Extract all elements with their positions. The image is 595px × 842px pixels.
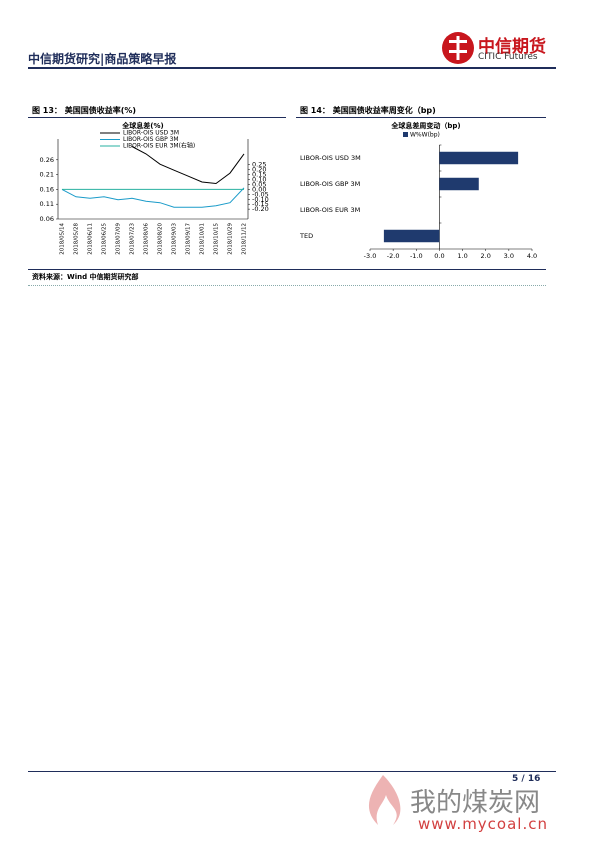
source-rule <box>28 269 546 270</box>
x-tick-label: 2.0 <box>481 252 491 260</box>
y-tick-label: TED <box>299 232 313 240</box>
source-note: 资料来源：Wind 中信期货研究部 <box>32 273 139 281</box>
y2-tick-label: 0.00 <box>252 185 266 193</box>
series-line <box>131 146 245 185</box>
x-tick-label: 2018/07/23 <box>130 223 136 255</box>
y-tick-label: 0.16 <box>40 185 54 193</box>
logo-icon <box>442 32 474 64</box>
footer-rule <box>28 771 556 772</box>
x-tick-label: 0.0 <box>434 252 444 260</box>
x-tick-label: 2018/09/17 <box>186 223 192 255</box>
chart: 全球息差周变动（bp) W%W(bp) -3.0 -2.0 -1.0 0.0 1.0 2.0 3… <box>299 121 537 260</box>
y-tick-label: 0.11 <box>40 200 54 208</box>
logo-text: 中信期货 <box>478 37 546 57</box>
page-number: 5 / 16 <box>512 774 541 784</box>
x-tick-label: 2018/10/15 <box>214 223 220 255</box>
legend-label: LIBOR-OIS USD 3M <box>123 130 179 137</box>
y-tick-label: 0.26 <box>40 156 54 164</box>
x-tick-label: 3.0 <box>504 252 514 260</box>
y2-tick-label: -0.05 <box>252 190 269 198</box>
y-tick-label: 0.06 <box>40 215 54 223</box>
chart-title: 全球息差(%) <box>121 121 163 130</box>
x-tick-label: 2018/06/11 <box>88 223 94 255</box>
caption-rule <box>296 117 546 118</box>
y2-tick-label: -0.20 <box>252 205 269 213</box>
header-title: 中信期货研究|商品策略早报 <box>28 52 177 66</box>
y2-tick-label: 0.15 <box>252 171 266 179</box>
watermark-url: www.mycoal.cn <box>418 815 548 833</box>
y-tick-label: 0.21 <box>40 171 54 179</box>
x-tick-label: -1.0 <box>410 252 423 260</box>
y2-tick-label: -0.10 <box>252 195 269 203</box>
bar <box>439 177 479 191</box>
x-tick-label: 2018/05/14 <box>60 223 66 255</box>
figure-caption: 图 13： 美国国债收益率(%) <box>32 106 137 115</box>
bar <box>439 151 519 165</box>
logo-english: CITIC Futures <box>478 52 538 62</box>
x-tick-label: 2018/08/06 <box>144 223 150 255</box>
y2-tick-label: 0.10 <box>252 176 266 184</box>
y2-tick-label: 0.05 <box>252 180 266 188</box>
legend-label: LIBOR-OIS EUR 3M(右轴) <box>123 142 195 150</box>
chart-title: 全球息差周变动（bp) <box>390 121 460 130</box>
x-tick-label: 2018/05/28 <box>74 223 80 255</box>
figure-caption: 图 14： 美国国债收益率周变化（bp) <box>300 106 436 115</box>
x-tick-label: 2018/09/03 <box>172 223 178 255</box>
y-tick-label: LIBOR-OIS GBP 3M <box>300 180 360 188</box>
x-tick-label: -3.0 <box>364 252 377 260</box>
watermark-icon <box>368 775 401 825</box>
legend-swatch <box>403 132 408 137</box>
x-tick-label: 2018/07/09 <box>116 223 122 255</box>
y2-tick-label: 0.20 <box>252 166 266 174</box>
caption-rule <box>28 117 286 118</box>
x-tick-label: 4.0 <box>527 252 537 260</box>
y-tick-label: LIBOR-OIS USD 3M <box>300 154 361 162</box>
y-tick-label: LIBOR-OIS EUR 3M <box>300 206 360 214</box>
y2-tick-label: -0.15 <box>252 200 269 208</box>
x-tick-label: 1.0 <box>457 252 467 260</box>
y2-tick-label: 0.25 <box>252 161 266 169</box>
header-rule <box>28 67 556 69</box>
x-tick-label: -2.0 <box>387 252 400 260</box>
x-tick-label: 2018/11/12 <box>242 223 248 255</box>
dotted-rule <box>28 285 546 286</box>
x-tick-label: 2018/10/29 <box>228 223 234 255</box>
legend-label: W%W(bp) <box>410 132 440 139</box>
series-line <box>61 187 245 208</box>
x-tick-label: 2018/08/20 <box>158 223 164 255</box>
x-tick-label: 2018/10/01 <box>200 223 206 255</box>
watermark-name: 我的煤炭网 <box>410 788 541 818</box>
x-tick-label: 2018/06/25 <box>102 223 108 255</box>
legend-label: LIBOR-OIS GBP 3M <box>123 136 179 143</box>
bar <box>383 229 440 243</box>
